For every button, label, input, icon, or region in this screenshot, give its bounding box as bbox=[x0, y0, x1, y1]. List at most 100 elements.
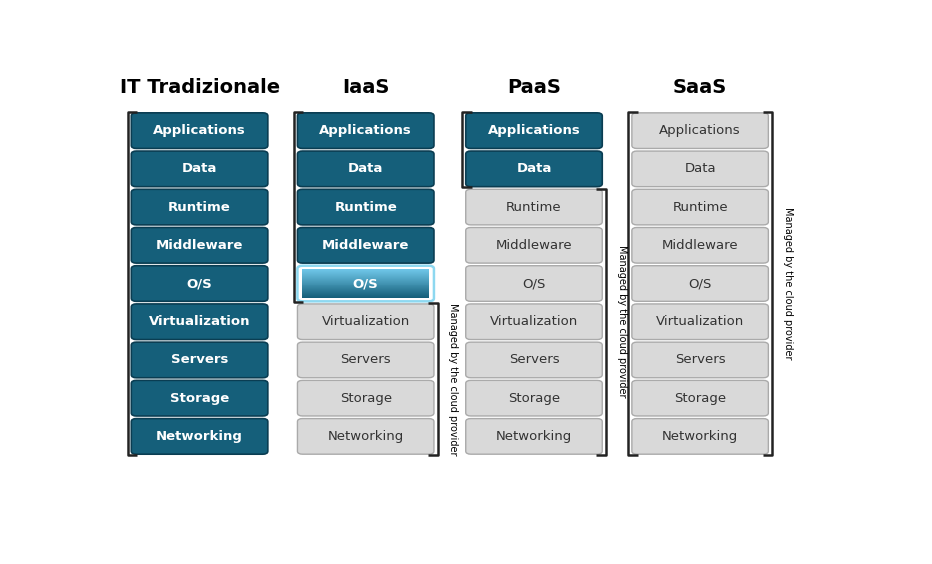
Bar bbox=[303, 272, 429, 274]
Text: IaaS: IaaS bbox=[342, 78, 390, 96]
Text: IT Tradizionale: IT Tradizionale bbox=[119, 78, 280, 96]
Text: Runtime: Runtime bbox=[168, 201, 231, 214]
Text: O/S: O/S bbox=[186, 277, 212, 290]
FancyBboxPatch shape bbox=[632, 342, 768, 378]
FancyBboxPatch shape bbox=[466, 304, 602, 340]
Text: Servers: Servers bbox=[340, 354, 391, 367]
Text: Managed by the cloud provider: Managed by the cloud provider bbox=[783, 207, 793, 360]
Text: Virtualization: Virtualization bbox=[322, 315, 410, 328]
Bar bbox=[303, 271, 429, 272]
Text: Networking: Networking bbox=[662, 430, 738, 443]
Text: Virtualization: Virtualization bbox=[656, 315, 745, 328]
FancyBboxPatch shape bbox=[632, 380, 768, 416]
FancyBboxPatch shape bbox=[131, 304, 267, 340]
Bar bbox=[303, 294, 429, 296]
FancyBboxPatch shape bbox=[632, 304, 768, 340]
FancyBboxPatch shape bbox=[632, 266, 768, 301]
FancyBboxPatch shape bbox=[297, 342, 434, 378]
FancyBboxPatch shape bbox=[632, 227, 768, 263]
Text: Applications: Applications bbox=[487, 124, 581, 137]
Bar bbox=[303, 285, 429, 287]
Text: Managed by the cloud provider: Managed by the cloud provider bbox=[448, 303, 459, 455]
Bar bbox=[303, 277, 429, 279]
Text: Applications: Applications bbox=[320, 124, 412, 137]
FancyBboxPatch shape bbox=[632, 418, 768, 454]
Bar bbox=[303, 288, 429, 289]
Text: SaaS: SaaS bbox=[673, 78, 727, 96]
Text: Runtime: Runtime bbox=[335, 201, 397, 214]
Text: Data: Data bbox=[348, 162, 383, 175]
Bar bbox=[303, 279, 429, 280]
FancyBboxPatch shape bbox=[466, 190, 602, 225]
FancyBboxPatch shape bbox=[632, 151, 768, 187]
FancyBboxPatch shape bbox=[297, 190, 434, 225]
FancyBboxPatch shape bbox=[466, 113, 602, 148]
FancyBboxPatch shape bbox=[466, 151, 602, 187]
FancyBboxPatch shape bbox=[131, 113, 267, 148]
FancyBboxPatch shape bbox=[131, 151, 267, 187]
Bar bbox=[303, 283, 429, 284]
Text: O/S: O/S bbox=[689, 277, 712, 290]
Text: Applications: Applications bbox=[153, 124, 246, 137]
Bar bbox=[303, 284, 429, 285]
Text: Storage: Storage bbox=[674, 391, 726, 404]
Bar bbox=[303, 270, 429, 271]
Text: Managed by the cloud provider: Managed by the cloud provider bbox=[617, 245, 626, 398]
Text: Servers: Servers bbox=[675, 354, 725, 367]
Text: Runtime: Runtime bbox=[672, 201, 728, 214]
Bar bbox=[303, 296, 429, 297]
Text: Virtualization: Virtualization bbox=[490, 315, 578, 328]
Text: Data: Data bbox=[182, 162, 217, 175]
Text: Runtime: Runtime bbox=[506, 201, 562, 214]
Bar bbox=[303, 290, 429, 292]
FancyBboxPatch shape bbox=[466, 380, 602, 416]
Text: Middleware: Middleware bbox=[662, 239, 738, 252]
Bar bbox=[303, 276, 429, 277]
Text: O/S: O/S bbox=[522, 277, 545, 290]
FancyBboxPatch shape bbox=[632, 113, 768, 148]
Bar bbox=[303, 293, 429, 294]
FancyBboxPatch shape bbox=[297, 227, 434, 263]
Text: O/S: O/S bbox=[353, 277, 378, 290]
FancyBboxPatch shape bbox=[131, 342, 267, 378]
FancyBboxPatch shape bbox=[131, 227, 267, 263]
Text: Networking: Networking bbox=[496, 430, 572, 443]
Bar bbox=[303, 275, 429, 276]
Text: Middleware: Middleware bbox=[496, 239, 572, 252]
FancyBboxPatch shape bbox=[466, 266, 602, 301]
FancyBboxPatch shape bbox=[632, 190, 768, 225]
Bar bbox=[303, 297, 429, 298]
FancyBboxPatch shape bbox=[131, 266, 267, 301]
Text: Data: Data bbox=[516, 162, 552, 175]
FancyBboxPatch shape bbox=[297, 304, 434, 340]
Text: Storage: Storage bbox=[508, 391, 560, 404]
Text: Servers: Servers bbox=[509, 354, 559, 367]
Text: Storage: Storage bbox=[339, 391, 391, 404]
FancyBboxPatch shape bbox=[466, 418, 602, 454]
Bar bbox=[303, 269, 429, 270]
Text: Middleware: Middleware bbox=[322, 239, 409, 252]
Text: Data: Data bbox=[684, 162, 716, 175]
Bar bbox=[303, 280, 429, 281]
Text: Networking: Networking bbox=[157, 430, 243, 443]
FancyBboxPatch shape bbox=[131, 418, 267, 454]
Text: Applications: Applications bbox=[659, 124, 741, 137]
Text: Networking: Networking bbox=[327, 430, 404, 443]
Bar bbox=[303, 274, 429, 275]
FancyBboxPatch shape bbox=[131, 190, 267, 225]
FancyBboxPatch shape bbox=[297, 151, 434, 187]
Text: Middleware: Middleware bbox=[156, 239, 243, 252]
FancyBboxPatch shape bbox=[297, 113, 434, 148]
Bar bbox=[303, 281, 429, 283]
Bar bbox=[303, 289, 429, 290]
FancyBboxPatch shape bbox=[297, 418, 434, 454]
Text: Virtualization: Virtualization bbox=[149, 315, 251, 328]
Text: Servers: Servers bbox=[171, 354, 228, 367]
Text: Storage: Storage bbox=[170, 391, 229, 404]
Bar bbox=[303, 287, 429, 288]
FancyBboxPatch shape bbox=[466, 227, 602, 263]
FancyBboxPatch shape bbox=[466, 342, 602, 378]
Bar bbox=[303, 292, 429, 293]
FancyBboxPatch shape bbox=[297, 380, 434, 416]
FancyBboxPatch shape bbox=[131, 380, 267, 416]
